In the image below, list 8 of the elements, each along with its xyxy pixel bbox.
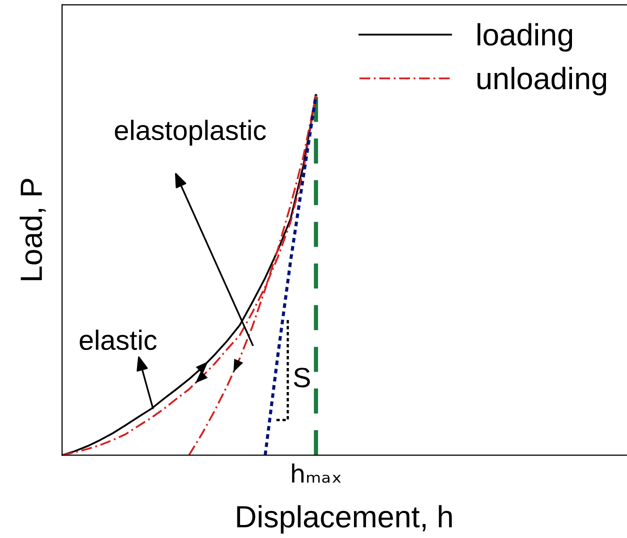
annotation: S [294,368,310,388]
y-axis-title: Load, P [20,178,46,280]
text: hₘₐₓ [292,463,341,483]
annotation: elastoplastic [114,120,266,146]
x-axis-title: Displacement, h [237,505,452,534]
legend-label: loading [478,23,572,52]
legend-label: unloading [478,66,606,96]
annotation: elastic [80,330,157,350]
